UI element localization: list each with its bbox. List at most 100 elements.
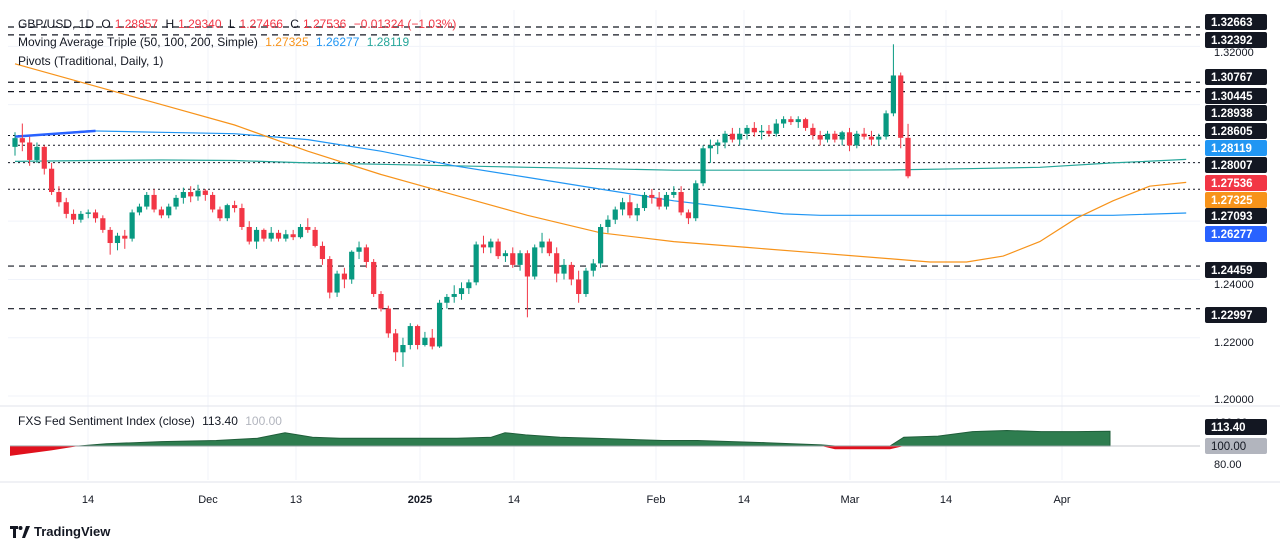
candle-body (385, 308, 391, 334)
candle-body (41, 146, 47, 169)
candle-body (759, 130, 765, 133)
candle (451, 285, 457, 303)
price-label: 1.28605 (1211, 126, 1253, 138)
candle-body (232, 205, 238, 209)
ma100-value: 1.26277 (316, 35, 360, 49)
candle (802, 117, 809, 131)
x-tick-label: Dec (198, 494, 218, 506)
candle (715, 139, 721, 155)
candle-body (898, 75, 904, 138)
candle-body (297, 226, 304, 238)
pivots-legend: Pivots (Traditional, Daily, 1) (18, 54, 167, 68)
candle (583, 267, 589, 297)
price-label: 1.24459 (1211, 265, 1253, 277)
candle (656, 192, 662, 210)
fxs-last-bg (1205, 419, 1267, 435)
ma200-value: 1.28119 (366, 35, 410, 49)
candle (854, 130, 860, 149)
candle-body (19, 138, 25, 143)
candle (224, 203, 230, 222)
ma50-value: 1.27325 (265, 35, 309, 49)
candle (502, 250, 509, 262)
candle (27, 136, 33, 166)
candle (166, 203, 172, 219)
tradingview-logo[interactable]: TradingView (10, 524, 110, 539)
candle-body (715, 142, 721, 146)
candle (524, 250, 530, 318)
pivots-label: Pivots (Traditional, Daily, 1) (18, 54, 164, 68)
candle (532, 244, 538, 280)
candle-body (349, 251, 355, 280)
candle (612, 206, 618, 225)
candle-body (49, 168, 55, 193)
candle (261, 228, 267, 242)
price-label: 1.27325 (1211, 195, 1253, 207)
candle-body (85, 212, 91, 214)
candle (722, 130, 728, 149)
candle-body (832, 133, 838, 140)
candle-body (217, 209, 223, 219)
ma50-line (14, 63, 1187, 263)
close-value: 1.27536 (302, 17, 347, 31)
candle-body (239, 208, 245, 227)
price-label-bg (1205, 32, 1267, 48)
price-label: 1.30445 (1211, 91, 1253, 103)
candle (693, 180, 699, 222)
candle-body (305, 226, 311, 230)
candle-body (861, 133, 867, 137)
candle (422, 331, 428, 347)
candle-body (678, 192, 684, 213)
y-tick-label: 1.24000 (1214, 279, 1254, 291)
candle (253, 226, 260, 249)
candle-body (202, 190, 208, 195)
candle-body (634, 208, 640, 216)
candle-body (429, 337, 435, 347)
price-label-bg (1205, 123, 1267, 139)
candle (136, 203, 143, 216)
x-tick-label: 14 (82, 494, 94, 506)
candle-body (583, 270, 589, 295)
candle-body (810, 127, 816, 136)
candle-body (502, 253, 509, 257)
candle (700, 145, 706, 187)
candle-body (400, 345, 406, 353)
candle-body (824, 133, 831, 140)
candle-body (466, 282, 472, 289)
candle (195, 184, 201, 201)
candle-body (253, 229, 260, 242)
candle-body (546, 241, 552, 254)
fxs-y-tick: 80.00 (1214, 459, 1242, 471)
candle (158, 206, 164, 219)
candle-body (371, 261, 377, 295)
candle-body (905, 137, 911, 177)
close-label: C (290, 17, 299, 31)
candle-body (158, 209, 164, 216)
candle (70, 209, 77, 225)
candle-body (114, 235, 121, 244)
candle-body (312, 229, 318, 246)
candle (415, 324, 421, 350)
candle (568, 261, 574, 286)
candle (495, 238, 501, 260)
candle (327, 256, 333, 299)
candle (371, 259, 377, 297)
candle (63, 197, 69, 219)
ma-legend: Moving Average Triple (50, 100, 200, Sim… (18, 35, 413, 49)
price-label-bg (1205, 307, 1267, 323)
candle-body (246, 226, 252, 242)
candle-body (744, 127, 750, 134)
candle (576, 270, 582, 303)
candle-body (129, 212, 135, 239)
high-label: H (165, 17, 175, 31)
candle (12, 132, 18, 156)
candle-body (458, 288, 465, 295)
candle-body (795, 119, 801, 123)
candle (407, 323, 413, 350)
candle-body (598, 226, 604, 264)
candle (781, 116, 787, 128)
candle (883, 110, 889, 140)
candle-body (700, 148, 706, 184)
candle-body (517, 253, 523, 265)
price-label: 1.28007 (1211, 160, 1253, 172)
